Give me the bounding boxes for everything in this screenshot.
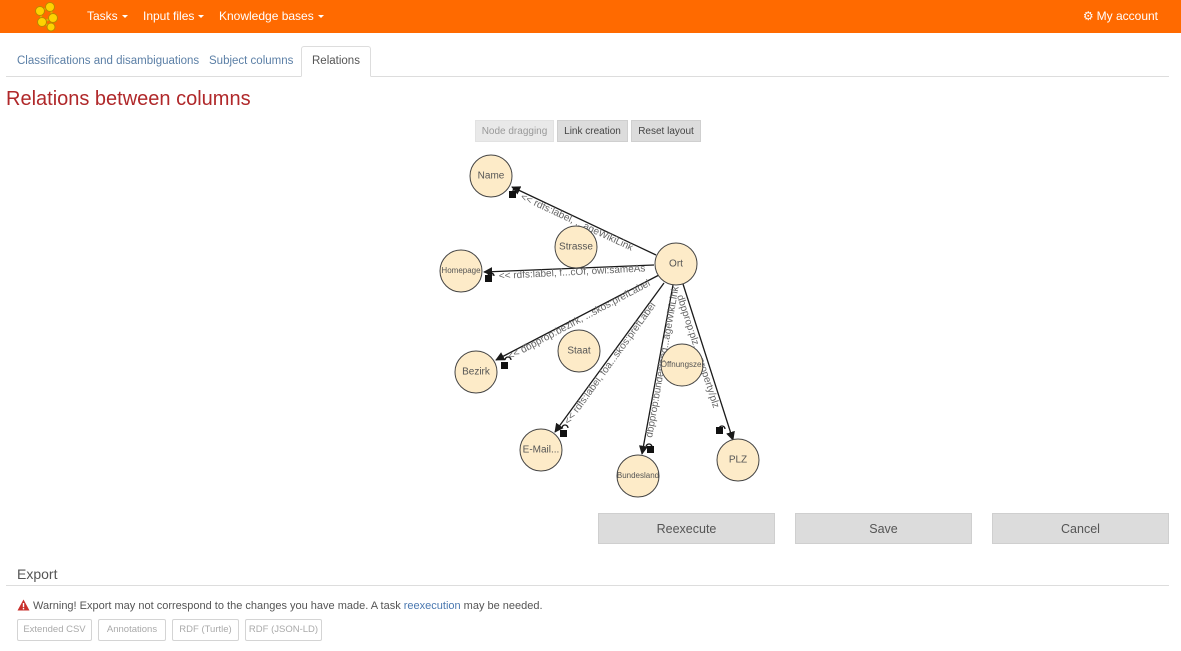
node-homepage[interactable]: Homepage	[439, 249, 483, 293]
caret-down-icon	[121, 15, 128, 19]
node-bezirk[interactable]: Bezirk	[454, 350, 498, 394]
cancel-button[interactable]: Cancel	[992, 513, 1169, 544]
top-navbar: Tasks Input files Knowledge bases ⚙ My ac…	[0, 0, 1181, 33]
nav-menu-knowledge-bases-label: Knowledge bases	[219, 9, 314, 23]
node-bezirk-label: Bezirk	[462, 367, 491, 378]
node-staat[interactable]: Staat	[557, 329, 601, 373]
app-logo-icon[interactable]	[30, 1, 64, 32]
node-oeffnungszeiten[interactable]: Öffnungszei	[660, 343, 704, 387]
edge-ort-homepage[interactable]	[483, 264, 655, 277]
node-plz-label: PLZ	[729, 455, 747, 466]
lock-icon[interactable]	[485, 272, 495, 282]
edge-ort-email[interactable]	[554, 282, 665, 433]
node-bundesland[interactable]: Bundesland	[616, 454, 660, 498]
edge-ort-bezirk[interactable]	[495, 274, 660, 361]
nav-menu-input-files[interactable]: Input files	[143, 9, 205, 23]
lock-icon[interactable]	[560, 424, 569, 437]
tab-relations[interactable]: Relations	[301, 46, 371, 77]
tab-classifications[interactable]: Classifications and disambiguations	[17, 55, 200, 67]
reexecution-link[interactable]: reexecution	[403, 600, 461, 612]
lock-icon[interactable]	[716, 425, 726, 434]
edge-ort-bundesland[interactable]	[639, 284, 674, 455]
node-staat-label: Staat	[567, 346, 591, 357]
nav-menu-knowledge-bases[interactable]: Knowledge bases	[219, 9, 324, 23]
export-divider	[6, 585, 1169, 586]
page-title: Relations between columns	[6, 88, 251, 110]
link-creation-button[interactable]: Link creation	[557, 120, 628, 142]
caret-down-icon	[317, 15, 324, 19]
node-plz[interactable]: PLZ	[716, 438, 760, 482]
node-ort-label: Ort	[669, 259, 683, 270]
lock-icon[interactable]	[645, 443, 654, 453]
node-oeffnungszeiten-label: Öffnungszei	[661, 360, 704, 369]
node-name[interactable]: Name	[469, 154, 513, 198]
reset-layout-button[interactable]: Reset layout	[631, 120, 701, 142]
node-email-label: E-Mail...	[523, 445, 560, 456]
warning-icon	[17, 599, 30, 611]
node-strasse-label: Strasse	[559, 242, 593, 253]
lock-icon[interactable]	[509, 187, 520, 198]
node-strasse[interactable]: Strasse	[554, 225, 598, 269]
export-title: Export	[17, 566, 58, 582]
nav-menu-input-files-label: Input files	[143, 9, 195, 23]
my-account-button[interactable]: ⚙ My account	[1083, 9, 1158, 23]
edge-ort-plz[interactable]	[682, 283, 735, 441]
lock-icon[interactable]	[501, 356, 512, 369]
export-rdf-turtle-button[interactable]: RDF (Turtle)	[172, 619, 239, 641]
export-annotations-button[interactable]: Annotations	[98, 619, 166, 641]
nav-menu-tasks-label: Tasks	[87, 9, 118, 23]
node-dragging-button[interactable]: Node dragging	[475, 120, 554, 142]
tabs-divider	[6, 76, 1169, 77]
reexecute-button[interactable]: Reexecute	[598, 513, 775, 544]
warning-text: Warning! Export may not correspond to th…	[33, 600, 404, 612]
export-extended-csv-button[interactable]: Extended CSV	[17, 619, 92, 641]
my-account-label: My account	[1096, 9, 1158, 23]
edge-ort-name[interactable]	[511, 186, 657, 256]
nav-menu-tasks[interactable]: Tasks	[87, 9, 128, 23]
node-name-label: Name	[478, 171, 505, 182]
caret-down-icon	[198, 15, 205, 19]
warning-text-end: may be needed.	[460, 600, 543, 612]
export-rdf-jsonld-button[interactable]: RDF (JSON-LD)	[245, 619, 322, 641]
node-email[interactable]: E-Mail...	[519, 428, 563, 472]
node-ort[interactable]: Ort	[654, 242, 698, 286]
save-button[interactable]: Save	[795, 513, 972, 544]
tab-subject-columns[interactable]: Subject columns	[209, 55, 294, 67]
node-homepage-label: Homepage	[441, 266, 481, 275]
node-bundesland-label: Bundesland	[617, 471, 659, 480]
gear-icon: ⚙	[1082, 9, 1094, 23]
export-warning: Warning! Export may not correspond to th…	[17, 599, 543, 612]
